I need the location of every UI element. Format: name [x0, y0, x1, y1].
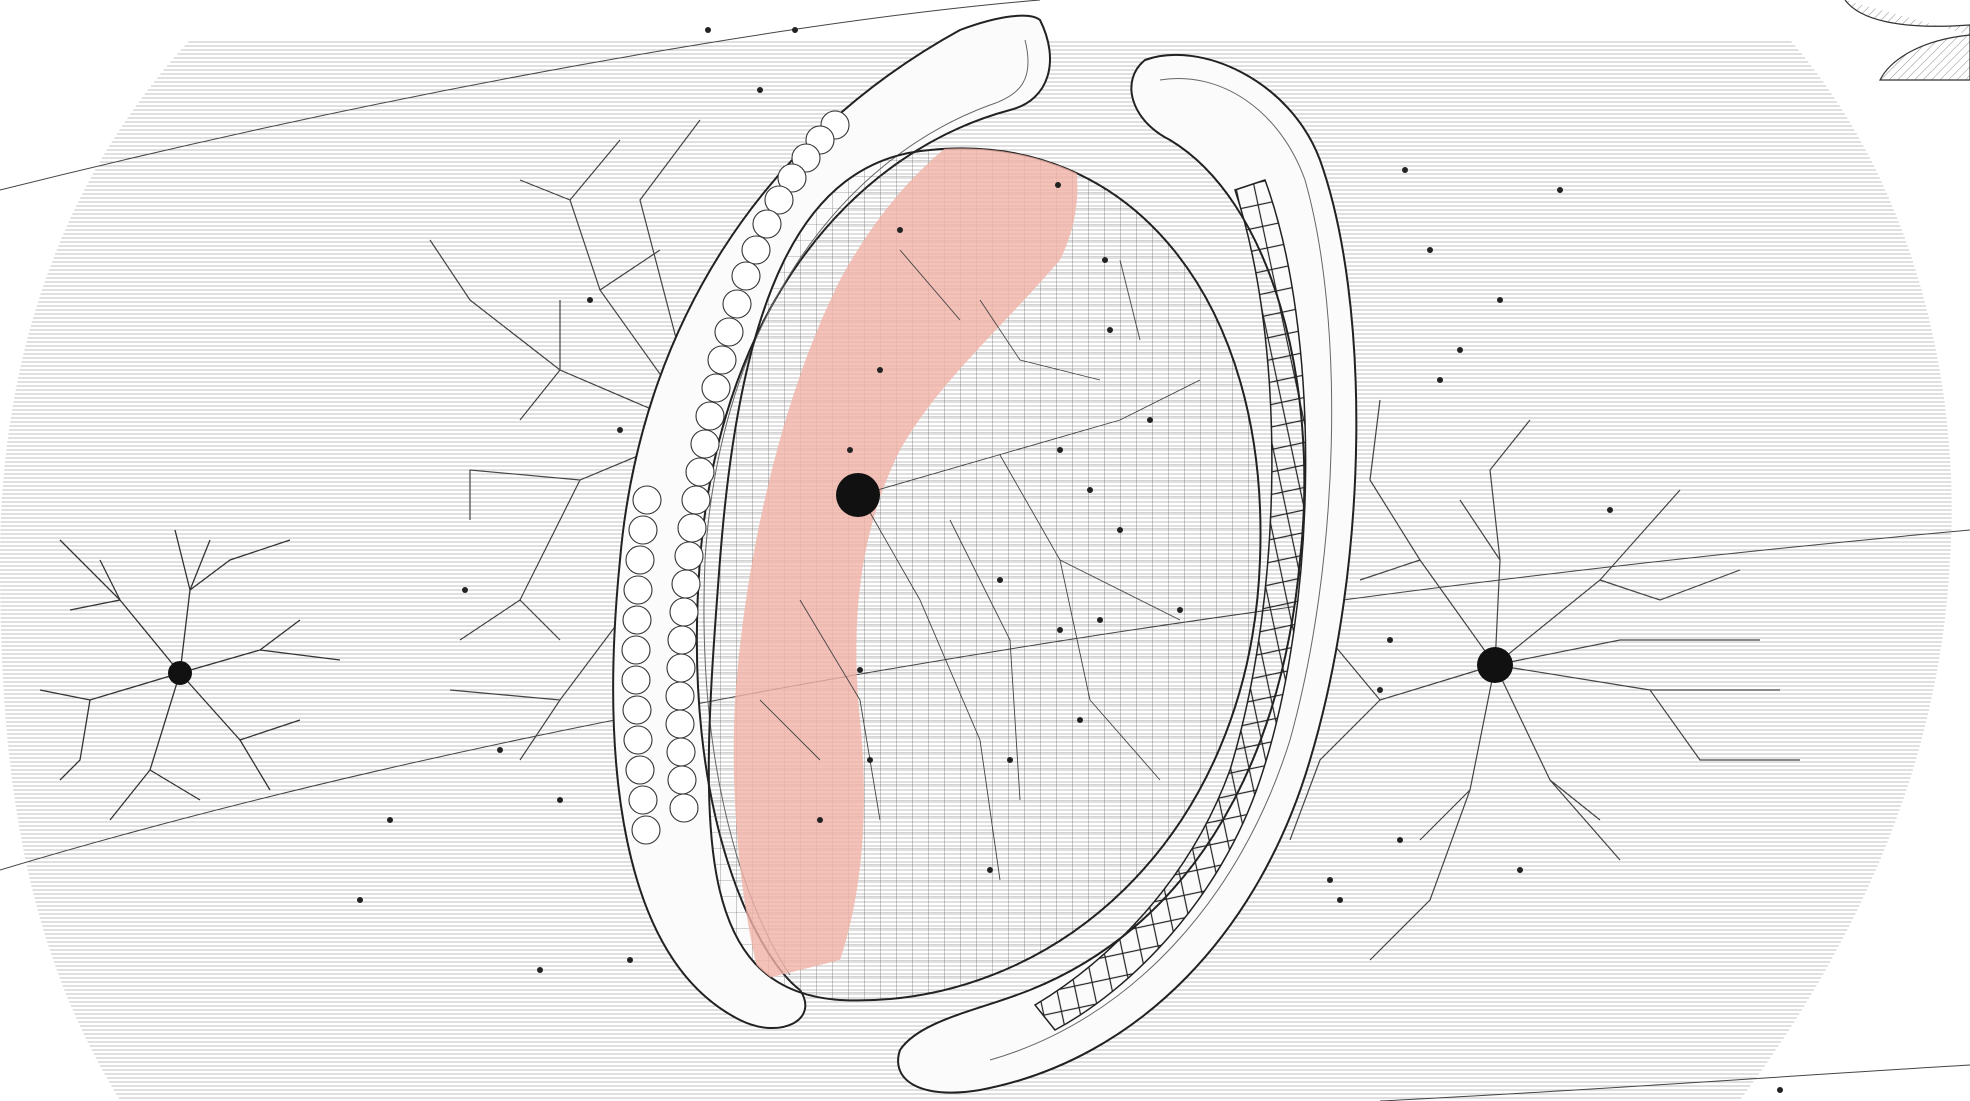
- guide-line-upper: [0, 0, 1041, 191]
- outer-shell-right-contour: [989, 78, 1333, 1061]
- center-node-dot: [836, 473, 880, 517]
- scatter-symbols: [357, 27, 1783, 1093]
- left-node-dot: [168, 661, 192, 685]
- foliage-texture: [759, 249, 1201, 881]
- left-branch-tree: [39, 529, 341, 821]
- scalloped-band: [621, 110, 850, 845]
- right-node-dot: [1477, 647, 1513, 683]
- guide-line-bottom: [1379, 1064, 1970, 1101]
- cell-band: [1033, 179, 1307, 1031]
- foliage-dots: [817, 182, 1183, 873]
- corner-shape: [1844, 0, 1970, 81]
- right-branch-tree: [1289, 399, 1800, 961]
